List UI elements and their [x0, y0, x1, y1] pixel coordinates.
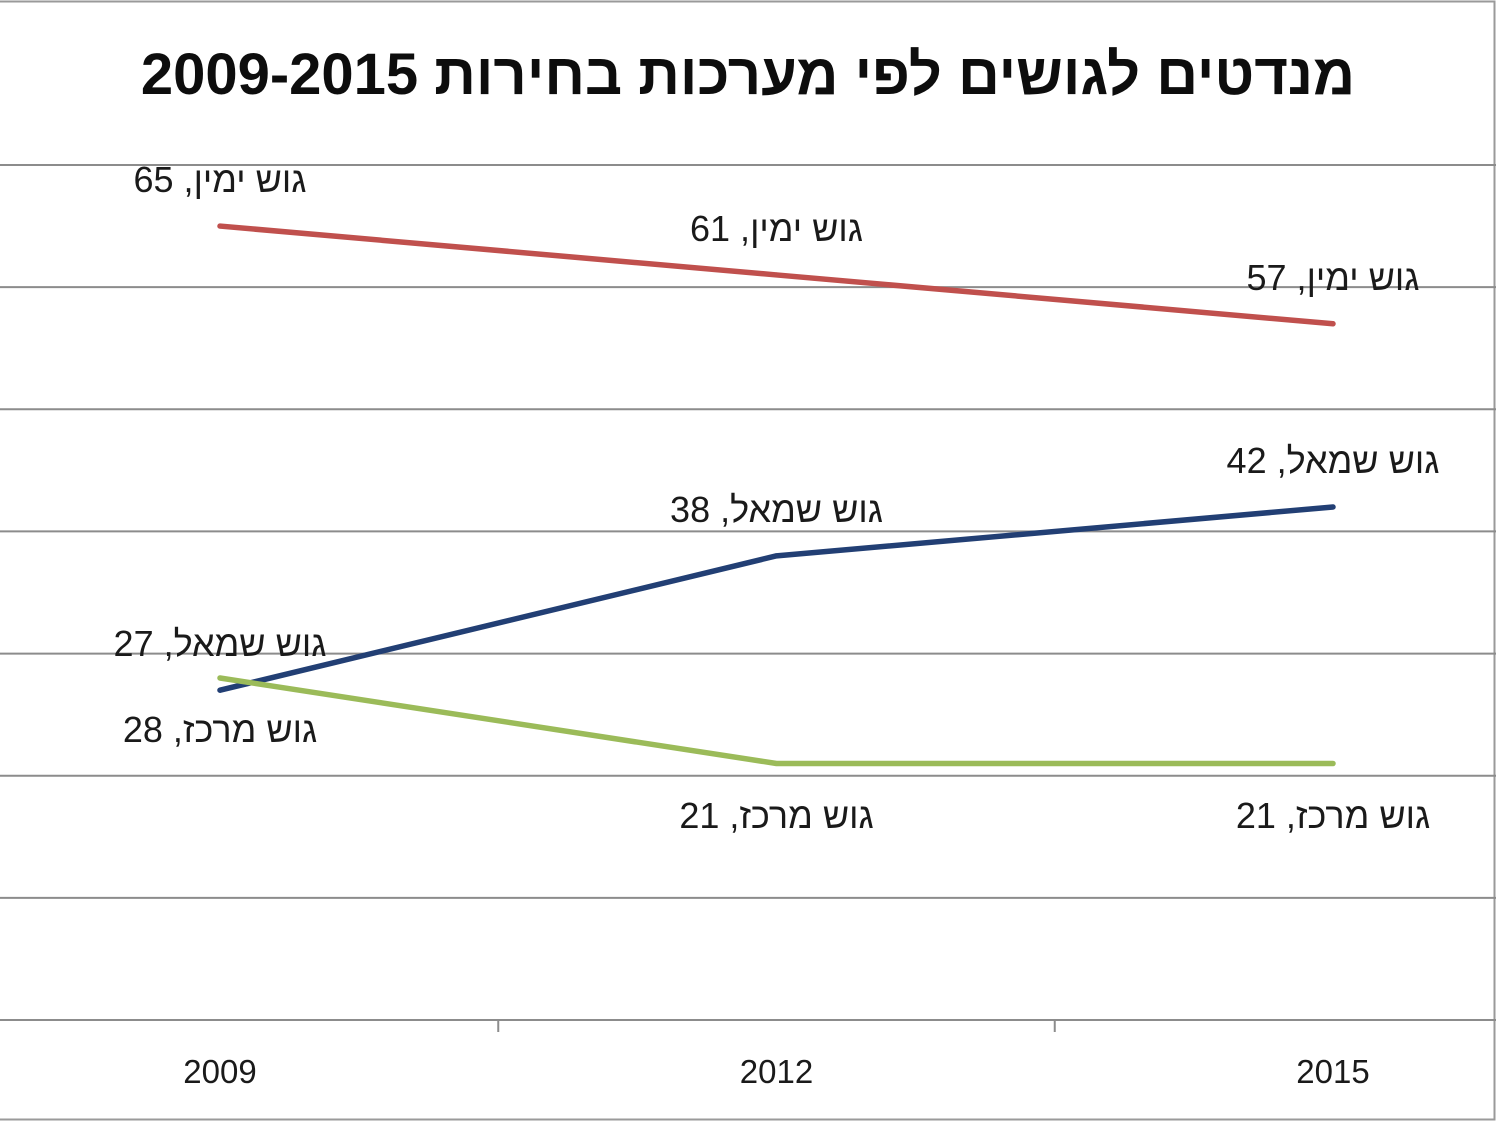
data-label: גוש מרכז, 28 — [123, 710, 317, 750]
data-label-value: 21 — [679, 794, 720, 836]
data-label-separator: , — [1286, 256, 1307, 298]
data-label-series-name: גוש שמאל — [730, 488, 883, 530]
data-label: גוש מרכז, 21 — [1235, 794, 1431, 836]
data-point — [217, 675, 223, 681]
data-label-value: 38 — [670, 488, 711, 530]
data-label-separator: , — [719, 794, 740, 836]
data-label-value: 28 — [122, 709, 163, 750]
data-label: גוש שמאל, 27 — [114, 624, 327, 664]
data-point — [1330, 761, 1336, 766]
data-label-series-name: גוש מרכז — [182, 709, 318, 750]
data-label-value: 21 — [1235, 794, 1276, 836]
data-label-series-name: גוש מרכז — [1295, 794, 1431, 836]
data-label-series-name: גוש ימין — [193, 159, 307, 201]
data-label: גוש ימין, 65 — [134, 160, 307, 200]
gridlines — [0, 164, 1496, 1032]
chart-title: מנדטים לגושים לפי מערכות בחירות 2009-201… — [140, 42, 1356, 107]
data-label-series-name: גוש שמאל — [173, 623, 327, 665]
data-label-separator: , — [1275, 794, 1296, 836]
data-label: גוש מרכז, 21 — [679, 794, 874, 836]
data-point — [1330, 321, 1336, 327]
data-label-separator: , — [162, 709, 183, 750]
data-label: גוש שמאל, 38 — [670, 488, 883, 530]
data-point — [217, 687, 223, 693]
data-label-separator: , — [730, 207, 751, 249]
data-label: גוש ימין, 61 — [690, 207, 863, 249]
data-point — [774, 272, 779, 278]
data-point — [217, 223, 223, 229]
data-label-value: 57 — [1246, 256, 1287, 298]
data-label-series-name: גוש ימין — [750, 207, 863, 249]
data-label-series-name: גוש מרכז — [739, 794, 874, 836]
data-point — [1330, 504, 1336, 510]
data-label-series-name: גוש ימין — [1306, 256, 1420, 298]
data-label-value: 27 — [113, 623, 154, 665]
data-label: גוש שמאל, 42 — [1227, 441, 1440, 481]
data-point — [774, 761, 779, 766]
data-label-separator: , — [173, 159, 194, 201]
x-tick-label: 2015 — [1296, 1053, 1370, 1090]
data-label-separator: , — [153, 623, 174, 665]
x-tick-label: 2009 — [183, 1053, 257, 1090]
data-label-value: 61 — [690, 207, 731, 249]
data-label-value: 42 — [1226, 440, 1267, 481]
data-label-value: 65 — [133, 159, 174, 201]
data-point — [774, 553, 779, 559]
data-label: גוש ימין, 57 — [1246, 256, 1420, 298]
data-label-separator: , — [1266, 440, 1287, 481]
data-label-separator: , — [710, 488, 731, 530]
x-tick-label: 2012 — [739, 1053, 814, 1090]
data-label-series-name: גוש שמאל — [1286, 440, 1440, 481]
